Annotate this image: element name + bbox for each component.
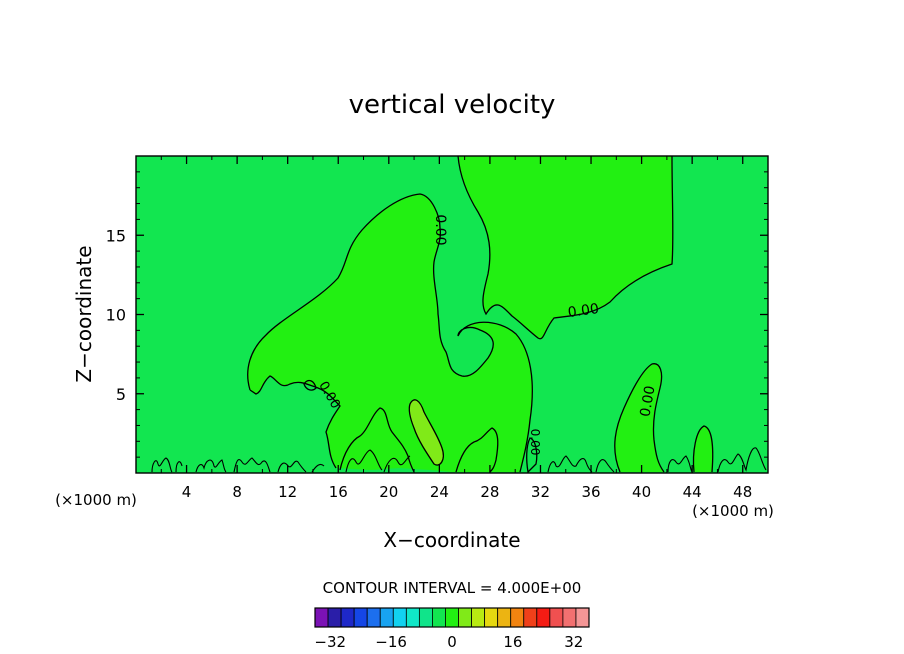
x-tick-label-40: 40 xyxy=(632,483,651,501)
colorbar-swatch-0 xyxy=(314,607,329,628)
positive-patch-right-surface xyxy=(693,426,713,472)
y-tick-label-10: 10 xyxy=(106,306,126,325)
contour-line-right-lobe xyxy=(614,363,665,473)
contour-label-3: 0.00 xyxy=(528,429,542,456)
colorbar-swatch-11 xyxy=(458,607,472,628)
contour-line-mid-lower-2 xyxy=(455,427,499,473)
colorbar-swatch-18 xyxy=(549,607,564,628)
chart-title: vertical velocity xyxy=(349,90,556,120)
contour-label-4: 0.00 xyxy=(637,385,658,418)
colorbar-tick-labels: −32 −16 0 16 32 xyxy=(314,633,583,651)
colorbar-swatch-20 xyxy=(575,607,590,628)
positive-region-left-tower xyxy=(247,194,533,472)
x-tick-label-36: 36 xyxy=(581,483,600,501)
x-tick-label-8: 8 xyxy=(232,483,242,501)
contour-line-right-plume xyxy=(457,155,674,340)
x-axis-label: X−coordinate xyxy=(383,528,520,552)
y-tick-label-5: 5 xyxy=(116,385,126,404)
colorbar-swatch-3 xyxy=(353,607,368,628)
contour-line-left-small xyxy=(303,379,317,391)
contour-line-near-32 xyxy=(526,437,538,474)
contour-line-left xyxy=(247,193,533,473)
colorbar-swatch-19 xyxy=(562,607,577,628)
y-axis-unit: (×1000 m) xyxy=(55,491,137,509)
contour-line-right-patch xyxy=(692,425,714,473)
colorbar-swatch-16 xyxy=(523,607,538,628)
colorbar-swatch-2 xyxy=(340,607,355,628)
colorbar-swatch-5 xyxy=(379,607,394,628)
y-axis-label: Z−coordinate xyxy=(72,245,96,382)
y-axis-ticks: 5 10 15 xyxy=(106,171,768,458)
colorbar-swatch-4 xyxy=(366,607,381,628)
colorbar-swatch-13 xyxy=(484,607,499,628)
colorbar-swatch-1 xyxy=(327,607,342,628)
colorbar-swatch-15 xyxy=(510,607,525,628)
contour-interval-text: CONTOUR INTERVAL = 4.000E+00 xyxy=(323,579,582,597)
x-tick-label-32: 32 xyxy=(531,483,550,501)
colorbar-tick-4: 32 xyxy=(564,633,583,651)
x-tick-label-20: 20 xyxy=(379,483,398,501)
positive-region-right-plume xyxy=(458,156,673,339)
colorbar xyxy=(314,607,590,628)
x-tick-label-28: 28 xyxy=(480,483,499,501)
zero-contours xyxy=(247,155,714,474)
contour-label-2: 0.00 xyxy=(567,301,600,321)
colorbar-tick-3: 16 xyxy=(503,633,522,651)
colorbar-swatch-12 xyxy=(471,607,486,628)
updraft-core xyxy=(409,399,444,466)
colorbar-swatch-14 xyxy=(497,607,512,628)
surface-blobs-path xyxy=(151,447,767,473)
x-tick-label-16: 16 xyxy=(329,483,348,501)
x-axis-ticks: 4 8 12 16 20 24 28 32 36 40 44 48 xyxy=(160,156,752,501)
x-tick-label-4: 4 xyxy=(182,483,192,501)
colorbar-tick-1: −16 xyxy=(375,633,407,651)
positive-region-right-lobe xyxy=(614,363,664,472)
x-tick-label-44: 44 xyxy=(683,483,702,501)
x-axis-unit: (×1000 m) xyxy=(692,502,774,520)
plot-area: 0.00 0.00 0.00 0.00 0.00 xyxy=(135,155,769,474)
colorbar-tick-2: 0 xyxy=(447,633,457,651)
colorbar-swatch-9 xyxy=(432,607,446,628)
colorbar-tick-0: −32 xyxy=(314,633,346,651)
x-tick-label-48: 48 xyxy=(733,483,752,501)
contour-line-core xyxy=(408,399,444,466)
colorbar-swatch-7 xyxy=(405,607,420,628)
colorbar-swatch-17 xyxy=(536,607,551,628)
contour-label-0: 0.00 xyxy=(432,214,448,245)
y-tick-label-15: 15 xyxy=(106,226,126,245)
contour-line-left-bottom xyxy=(249,375,341,469)
x-tick-label-24: 24 xyxy=(430,483,449,501)
colorbar-frame xyxy=(314,607,590,628)
colorbar-swatch-8 xyxy=(418,607,433,628)
colorbar-swatch-6 xyxy=(392,607,407,628)
surface-contour-blobs xyxy=(151,447,767,473)
x-tick-label-12: 12 xyxy=(278,483,297,501)
colorbar-swatch-10 xyxy=(445,607,459,628)
